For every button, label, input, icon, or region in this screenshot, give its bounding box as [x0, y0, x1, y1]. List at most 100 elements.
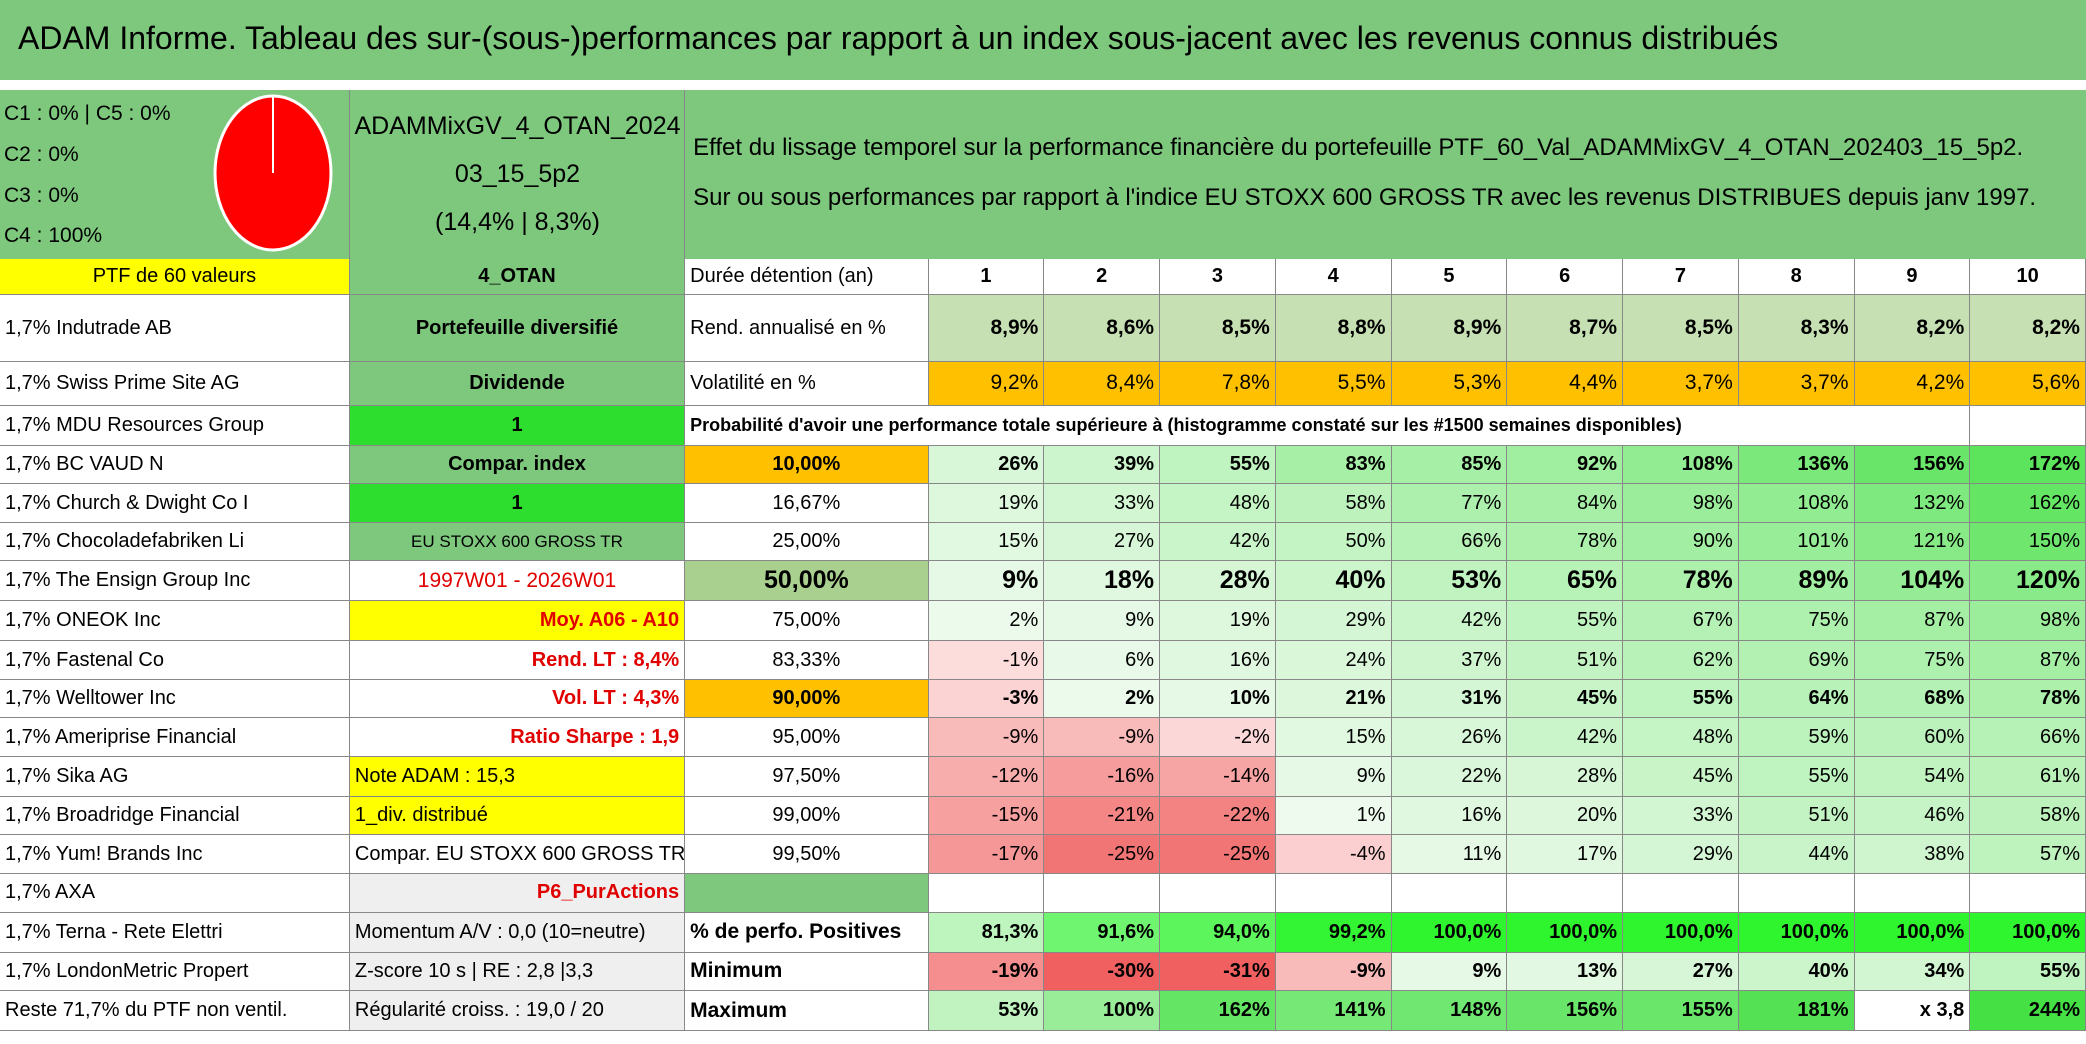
value-cell: 108%	[1623, 445, 1739, 485]
value-cell: 48%	[1623, 718, 1739, 757]
value-cell: 29%	[1275, 601, 1392, 642]
value-cell: -9%	[1044, 718, 1161, 757]
value-cell: 1	[928, 259, 1045, 296]
value-cell: 8,9%	[1391, 295, 1508, 362]
value-cell: 172%	[1970, 445, 2086, 485]
value-cell: 92%	[1507, 445, 1624, 485]
info-cell: Rend. LT : 8,4%	[349, 641, 686, 680]
value-cell	[1391, 874, 1508, 913]
value-cell: 15%	[928, 522, 1045, 562]
value-cell: 81,3%	[928, 912, 1045, 953]
info-cell: Z-score 10 s | RE : 2,8 |3,3	[349, 952, 686, 992]
value-cell: 87%	[1854, 601, 1971, 642]
value-cell: 2	[1044, 259, 1161, 296]
value-cell: 27%	[1623, 952, 1739, 992]
value-cell: 156%	[1854, 445, 1971, 485]
value-cell	[928, 874, 1045, 913]
value-cell: -21%	[1044, 796, 1161, 836]
value-cell: -25%	[1160, 835, 1276, 875]
value-cell: 69%	[1738, 641, 1855, 680]
value-cell: 5,5%	[1275, 361, 1392, 406]
value-cell: -9%	[1275, 952, 1392, 992]
value-cell: -9%	[928, 718, 1045, 757]
value-cell: 244%	[1970, 991, 2086, 1032]
value-cell: 8,3%	[1738, 295, 1855, 362]
value-cell: 94,0%	[1160, 912, 1276, 953]
value-cell: 100,0%	[1623, 912, 1739, 953]
value-cell: 58%	[1275, 484, 1392, 523]
value-cell: 48%	[1160, 484, 1276, 523]
value-cell: 104%	[1854, 561, 1971, 602]
value-cell: 6%	[1044, 641, 1161, 680]
value-cell: 1%	[1275, 796, 1392, 836]
summary-line: C3 : 0%	[4, 183, 79, 207]
value-cell: 19%	[1160, 601, 1276, 642]
portfolio-line: 03_15_5p2	[454, 159, 581, 188]
value-cell: 7	[1623, 259, 1739, 296]
description-line: Effet du lissage temporel sur la perform…	[693, 134, 2024, 162]
info-cell: 1997W01 - 2026W01	[349, 561, 686, 602]
value-cell: 8,8%	[1275, 295, 1392, 362]
label-cell: Rend. annualisé en %	[685, 295, 929, 362]
value-cell: 162%	[1970, 484, 2086, 523]
holding-cell: PTF de 60 valeurs	[0, 259, 350, 296]
value-cell: 40%	[1738, 952, 1855, 992]
info-cell: Régularité croiss. : 19,0 / 20	[349, 991, 686, 1032]
info-cell: 1	[349, 484, 686, 523]
value-cell: 156%	[1507, 991, 1624, 1032]
value-cell: 8,7%	[1507, 295, 1624, 362]
value-cell: 89%	[1738, 561, 1855, 602]
value-cell: -4%	[1275, 835, 1392, 875]
value-cell: 51%	[1507, 641, 1624, 680]
value-cell	[1854, 874, 1971, 913]
value-cell: 9%	[1275, 756, 1392, 797]
value-cell: 121%	[1854, 522, 1971, 562]
value-cell: 64%	[1738, 679, 1855, 719]
value-cell	[1507, 874, 1624, 913]
value-cell: -14%	[1160, 756, 1276, 797]
value-cell: 61%	[1970, 756, 2086, 797]
holding-cell: 1,7% BC VAUD N	[0, 445, 350, 485]
value-cell: 141%	[1275, 991, 1392, 1032]
summary-line: C4 : 100%	[4, 224, 103, 248]
value-cell: 24%	[1275, 641, 1392, 680]
value-cell: 9,2%	[928, 361, 1045, 406]
value-cell: 4,4%	[1507, 361, 1624, 406]
holding-cell: 1,7% Chocoladefabriken Li	[0, 522, 350, 562]
value-cell: 2%	[1044, 679, 1161, 719]
value-cell: 100,0%	[1507, 912, 1624, 953]
value-cell: 9%	[1044, 601, 1161, 642]
value-cell	[1160, 874, 1276, 913]
info-cell: Portefeuille diversifié	[349, 295, 686, 362]
label-cell: % de perfo. Positives	[685, 912, 929, 953]
info-cell: Compar. index	[349, 445, 686, 485]
holding-cell: 1,7% Terna - Rete Elettri	[0, 912, 350, 953]
value-cell: 53%	[928, 991, 1045, 1032]
value-cell	[1738, 874, 1855, 913]
info-cell: Dividende	[349, 361, 686, 406]
value-cell: 55%	[1738, 756, 1855, 797]
value-cell: 77%	[1391, 484, 1508, 523]
value-cell: 16%	[1160, 641, 1276, 680]
value-cell: 6	[1507, 259, 1624, 296]
info-cell: 4_OTAN	[349, 259, 686, 296]
value-cell: 5,6%	[1970, 361, 2086, 406]
value-cell: 3,7%	[1738, 361, 1855, 406]
label-cell: 25,00%	[685, 522, 929, 562]
value-cell: -16%	[1044, 756, 1161, 797]
value-cell: -1%	[928, 641, 1045, 680]
holding-cell: 1,7% The Ensign Group Inc	[0, 561, 350, 602]
value-cell: 8,6%	[1044, 295, 1161, 362]
holding-cell: 1,7% Ameriprise Financial	[0, 718, 350, 757]
value-cell: 45%	[1507, 679, 1624, 719]
value-cell: -12%	[928, 756, 1045, 797]
info-cell: Vol. LT : 4,3%	[349, 679, 686, 719]
value-cell: 100,0%	[1391, 912, 1508, 953]
holding-cell: 1,7% MDU Resources Group	[0, 405, 350, 446]
label-cell: 97,50%	[685, 756, 929, 797]
holding-cell: 1,7% ONEOK Inc	[0, 601, 350, 642]
value-cell: 8,2%	[1854, 295, 1971, 362]
value-cell: 46%	[1854, 796, 1971, 836]
value-cell: 78%	[1507, 522, 1624, 562]
value-cell: 7,8%	[1160, 361, 1276, 406]
